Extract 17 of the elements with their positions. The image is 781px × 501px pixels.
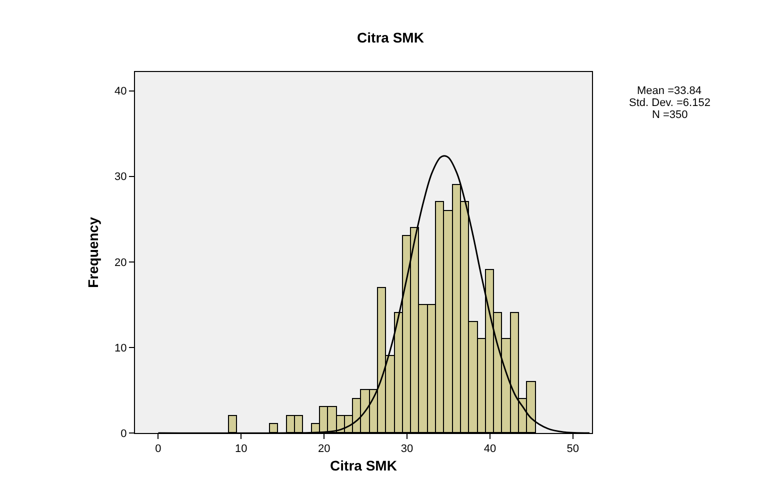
- text: N =350: [652, 109, 688, 121]
- x-tick-label: 20: [318, 443, 330, 456]
- text: Mean =33.84: [637, 85, 702, 97]
- x-tick-label: 40: [484, 443, 496, 456]
- y-tick-label: 40: [114, 86, 127, 98]
- y-tick-label: 10: [114, 342, 127, 354]
- y-tick-label: 30: [114, 171, 127, 184]
- x-axis-title: Citra SMK: [330, 458, 397, 474]
- x-tick-label: 30: [400, 443, 414, 456]
- x-tick-label: 50: [566, 443, 580, 456]
- text: Std. Dev. =6.152: [629, 97, 710, 109]
- y-axis-title: Frequency: [85, 216, 102, 288]
- x-tick-label: 10: [235, 443, 248, 456]
- x-tick-label: 0: [155, 443, 162, 456]
- chart-title: Citra SMK: [357, 29, 424, 46]
- y-tick-label: 20: [114, 256, 127, 269]
- y-tick-label: 0: [120, 428, 127, 440]
